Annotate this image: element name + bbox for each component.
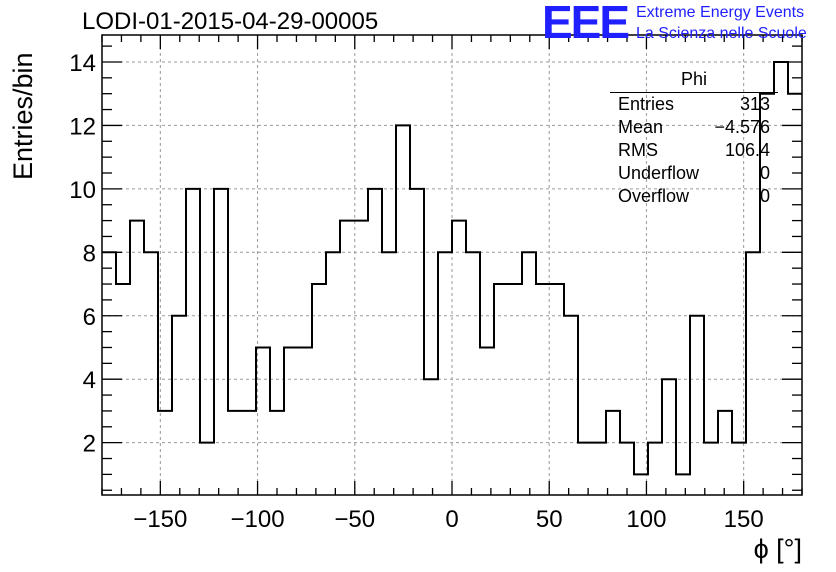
x-tick-label: 150: [724, 506, 764, 533]
histogram-bin: [340, 221, 354, 495]
stat-label: RMS: [618, 140, 658, 160]
histogram-bin: [130, 221, 144, 495]
stat-row-overflow: Overflow 0: [610, 185, 778, 208]
histogram-bin: [746, 252, 760, 495]
histogram-bin: [732, 443, 746, 495]
histogram-bin: [634, 474, 648, 495]
x-tick-label: −150: [133, 506, 187, 533]
histogram-bin: [676, 474, 690, 495]
histogram-bin: [550, 284, 564, 495]
x-tick-label: 0: [445, 506, 458, 533]
histogram-bin: [466, 252, 480, 495]
logo-subtitle-line2: La Scienza nelle Scuole: [636, 25, 807, 42]
histogram-bin: [326, 252, 340, 495]
histogram-bin: [690, 316, 704, 495]
histogram-bin: [508, 284, 522, 495]
histogram-bin: [172, 316, 186, 495]
histogram-bin: [424, 379, 438, 495]
stat-value: 0: [759, 163, 770, 183]
histogram-bin: [592, 443, 606, 495]
y-tick-label: 6: [83, 304, 96, 331]
histogram-bin: [494, 284, 508, 495]
histogram-bin: [662, 379, 676, 495]
x-tick-label: 100: [626, 506, 666, 533]
stats-box: Phi Entries 313 Mean −4.576 RMS 106.4 Un…: [610, 68, 778, 208]
stat-label: Overflow: [618, 186, 690, 206]
histogram-bin: [228, 411, 242, 495]
histogram-bin: [200, 443, 214, 495]
stat-value: 106.4: [724, 140, 770, 160]
stat-row-rms: RMS 106.4: [610, 139, 778, 162]
histogram-bin: [270, 411, 284, 495]
histogram-bin: [382, 252, 396, 495]
y-tick-label: 14: [69, 50, 96, 77]
chart-title: LODI-01-2015-04-29-00005: [82, 8, 379, 35]
histogram-bin: [116, 284, 130, 495]
stats-box-title: Phi: [680, 69, 707, 89]
histogram-bin: [298, 347, 312, 495]
histogram-bin: [438, 252, 452, 495]
histogram-bin: [452, 221, 466, 495]
histogram-bin: [536, 284, 550, 495]
histogram-bin: [186, 189, 200, 495]
y-tick-label: 4: [83, 367, 96, 394]
histogram-bin: [396, 125, 410, 495]
logo-subtitle-line1: Extreme Energy Events: [636, 4, 805, 21]
stat-value: 313: [739, 94, 770, 114]
histogram-bin: [312, 284, 326, 495]
histogram-bin: [102, 252, 116, 495]
stat-value: −4.576: [714, 117, 770, 137]
histogram-bin: [578, 443, 592, 495]
stat-row-entries: Entries 313: [610, 93, 778, 116]
histogram-bin: [256, 347, 270, 495]
x-axis-label: ϕ [°]: [753, 534, 802, 564]
histogram-bin: [284, 347, 298, 495]
y-tick-label: 2: [83, 431, 96, 458]
stat-label: Entries: [618, 94, 675, 114]
eee-logo: EEE: [542, 0, 630, 48]
x-tick-label: 50: [536, 506, 563, 533]
stat-label: Underflow: [618, 163, 700, 183]
histogram-bin: [648, 443, 662, 495]
histogram-bin: [158, 411, 172, 495]
y-tick-label: 10: [69, 177, 96, 204]
x-tick-label: −50: [334, 506, 375, 533]
x-tick-label: −100: [231, 506, 285, 533]
histogram-bin: [522, 252, 536, 495]
stat-value: 0: [759, 186, 770, 206]
histogram-bin: [368, 189, 382, 495]
histogram-bin: [354, 221, 368, 495]
histogram-bin: [606, 411, 620, 495]
histogram-bin: [788, 94, 802, 495]
stat-row-underflow: Underflow 0: [610, 162, 778, 185]
histogram-bin: [480, 347, 494, 495]
histogram-bin: [410, 189, 424, 495]
y-tick-label: 12: [69, 113, 96, 140]
histogram-bin: [718, 411, 732, 495]
histogram-bin: [704, 443, 718, 495]
histogram-line: [102, 60, 802, 476]
stat-label: Mean: [618, 117, 664, 137]
y-axis-label: Entries/bin: [8, 52, 38, 180]
histogram-bin: [242, 411, 256, 495]
stats-box-divider: [610, 92, 778, 93]
histogram-bin: [214, 189, 228, 495]
histogram-bin: [564, 316, 578, 495]
y-tick-label: 8: [83, 240, 96, 267]
stat-row-mean: Mean −4.576: [610, 116, 778, 139]
histogram-bin: [620, 443, 634, 495]
histogram-bin: [144, 252, 158, 495]
